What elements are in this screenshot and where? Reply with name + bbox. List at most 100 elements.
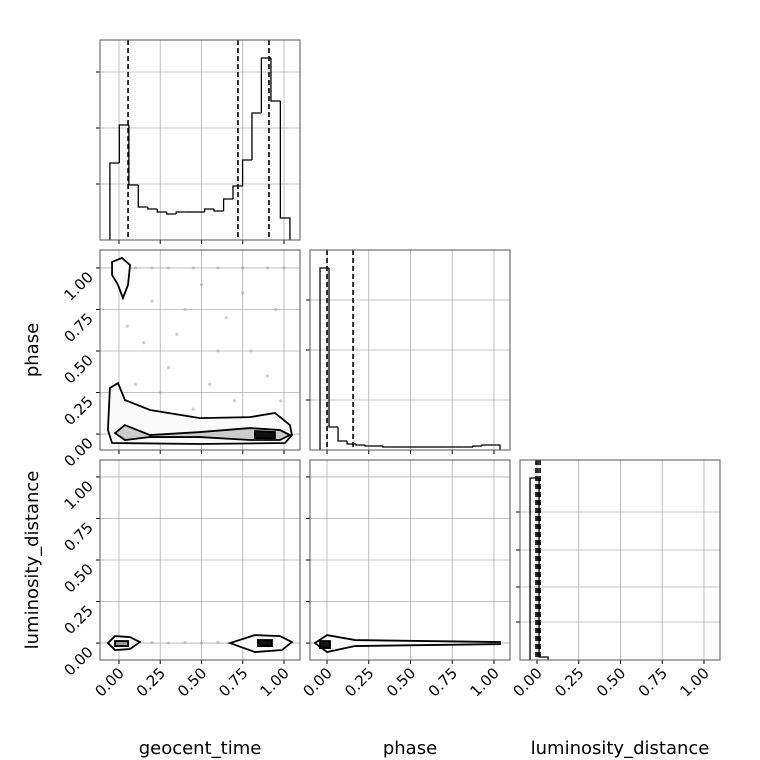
scatter-point [166, 641, 171, 645]
y-tick-label: 0.75 [60, 310, 96, 346]
x-axis-label: luminosity_distance [531, 738, 710, 759]
scatter-point [216, 266, 220, 270]
histogram-bin [232, 185, 243, 199]
histogram-bin [137, 185, 148, 208]
y-tick-label: 0.25 [60, 393, 96, 429]
panel-frame [309, 249, 511, 451]
panel-frame [99, 249, 301, 451]
scatter-point [183, 640, 187, 645]
panel [96, 39, 301, 244]
scatter-point [224, 316, 228, 320]
x-tick-label: 0.75 [215, 664, 251, 700]
x-tick-label: 0.75 [635, 664, 671, 700]
panel: 0.00 0.25 0.50 0.75 1.00 phase [22, 249, 301, 471]
histogram-bin [109, 162, 120, 240]
x-tick-label: 1.00 [676, 664, 712, 700]
panel [306, 249, 511, 454]
x-tick-label: 0.25 [551, 664, 587, 700]
panel: 0.00 0.25 0.50 0.75 1.00 luminosity_distance [510, 459, 721, 759]
histogram-bin [382, 446, 392, 448]
x-tick-label: 0.50 [593, 664, 629, 700]
scatter-point [183, 307, 187, 312]
histogram-bin [346, 441, 357, 445]
x-tick-label: 0.75 [425, 664, 461, 700]
panel: 0.00 0.25 0.50 0.75 1.000.000.250.500.751.00… [22, 459, 301, 759]
x-tick-label: 0.50 [383, 664, 419, 700]
contour [313, 634, 501, 653]
x-axis-label: phase [383, 738, 437, 759]
histogram-bin [328, 268, 339, 428]
contour [113, 424, 292, 441]
scatter-point [241, 266, 245, 270]
y-tick-label: 0.00 [60, 643, 96, 679]
histogram-bin [364, 445, 374, 447]
histogram-bin [175, 211, 186, 214]
scatter-point [150, 299, 154, 303]
y-tick-label: 0.00 [60, 434, 96, 470]
histogram-bin [260, 57, 271, 113]
panel-frame [309, 459, 511, 661]
x-tick-label: 1.00 [256, 664, 292, 700]
scatter-point [265, 374, 270, 378]
histogram-bin [118, 124, 129, 163]
scatter-point [265, 266, 270, 270]
scatter-point [166, 266, 171, 270]
scatter-point [216, 349, 220, 353]
scatter-point [208, 382, 212, 386]
histogram-bin [222, 198, 234, 211]
contour [114, 640, 129, 647]
scatter-point [241, 291, 245, 295]
contour [111, 256, 131, 301]
scatter-point [142, 341, 146, 345]
histogram-bin [241, 159, 252, 186]
x-tick-label: 0.00 [300, 664, 336, 700]
histogram-bin [355, 444, 366, 446]
scatter-point [175, 332, 179, 336]
histogram-bin [490, 444, 501, 450]
scatter-point [216, 640, 220, 644]
scatter-point [125, 324, 129, 328]
scatter-point [274, 307, 278, 312]
x-tick-label: 0.25 [341, 664, 377, 700]
scatter-point [133, 382, 138, 386]
histogram-bin [538, 478, 549, 660]
scatter-point [199, 282, 204, 287]
scatter-point [199, 641, 204, 645]
scatter-point [150, 640, 154, 644]
contour [254, 430, 276, 439]
scatter-point [150, 266, 154, 270]
x-tick-label: 0.00 [510, 664, 546, 700]
y-tick-label: 1.00 [60, 268, 96, 304]
histogram-bin [319, 267, 330, 450]
x-tick-label: 0.00 [91, 664, 127, 700]
histogram-bin [270, 58, 281, 102]
scatter-point [282, 266, 286, 270]
histogram-bin [279, 101, 291, 240]
y-axis-label: phase [22, 323, 43, 377]
histogram-bin [147, 207, 158, 210]
y-tick-label: 0.75 [60, 519, 96, 555]
x-tick-label: 0.50 [174, 664, 210, 700]
scatter-point [232, 399, 237, 403]
y-tick-label: 0.50 [60, 351, 96, 387]
scatter-point [191, 266, 195, 270]
histogram-bin [472, 445, 482, 447]
histogram-bin [128, 125, 139, 186]
histogram-bin [481, 444, 491, 446]
contour [257, 639, 273, 647]
histogram-bin [213, 209, 224, 212]
panel-frame [519, 459, 721, 661]
scatter-point [158, 390, 162, 395]
y-tick-label: 0.25 [60, 602, 96, 638]
y-tick-label: 1.00 [60, 477, 96, 513]
scatter-point [133, 266, 138, 270]
x-axis-label: geocent_time [139, 738, 262, 759]
histogram-bin [337, 427, 348, 442]
histogram-bin [203, 208, 215, 212]
y-axis-label: luminosity_distance [22, 471, 43, 650]
scatter-point [279, 399, 283, 403]
x-tick-label: 0.25 [133, 664, 169, 700]
